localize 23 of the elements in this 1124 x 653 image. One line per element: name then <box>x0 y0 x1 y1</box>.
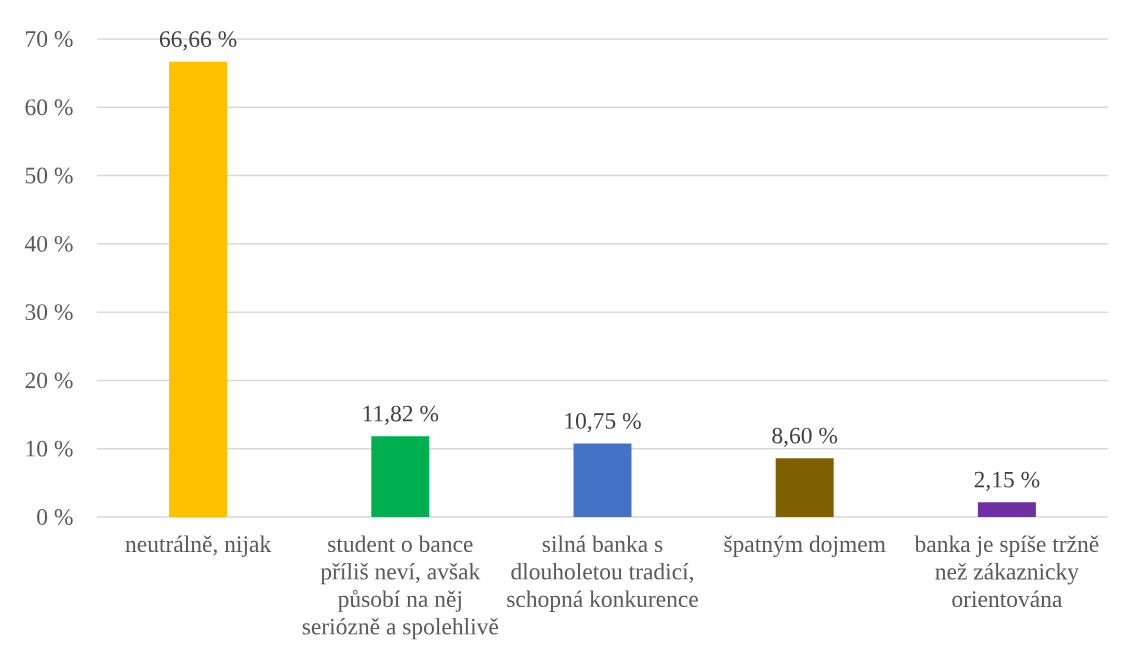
x-tick-label: banka je spíše tržně než zákaznicky orientována <box>914 535 1099 608</box>
bar <box>775 458 834 517</box>
y-tick-label: 0 % <box>37 509 73 525</box>
data-label: 2,15 % <box>974 471 1040 491</box>
x-tick-label: špatným dojmem <box>724 535 886 557</box>
y-tick-label: 50 % <box>25 167 73 184</box>
bar <box>573 443 632 517</box>
y-tick-label: 40 % <box>24 235 73 252</box>
data-label: 66,66 % <box>159 31 237 51</box>
data-label: 10,75 % <box>565 412 641 433</box>
y-tick-label: 60 % <box>25 99 73 116</box>
bar <box>169 61 228 517</box>
y-tick-label: 20 % <box>25 372 73 389</box>
bar <box>371 436 430 517</box>
bar <box>977 502 1036 517</box>
x-tick-label: neutrálně, nijak <box>125 535 272 557</box>
y-tick-label: 10 % <box>26 440 73 457</box>
x-tick-label: silná banka s dlouholetou tradicí, schopná konkurence <box>507 535 698 612</box>
x-tick-label: student o bance příliš neví, avšak působí na něj seriózně a spolehlivě <box>302 535 499 640</box>
y-tick-label: 70 % <box>26 31 73 47</box>
data-label: 8,60 % <box>772 427 838 447</box>
y-tick-label: 30 % <box>25 304 73 321</box>
data-label: 11,82 % <box>363 405 439 425</box>
